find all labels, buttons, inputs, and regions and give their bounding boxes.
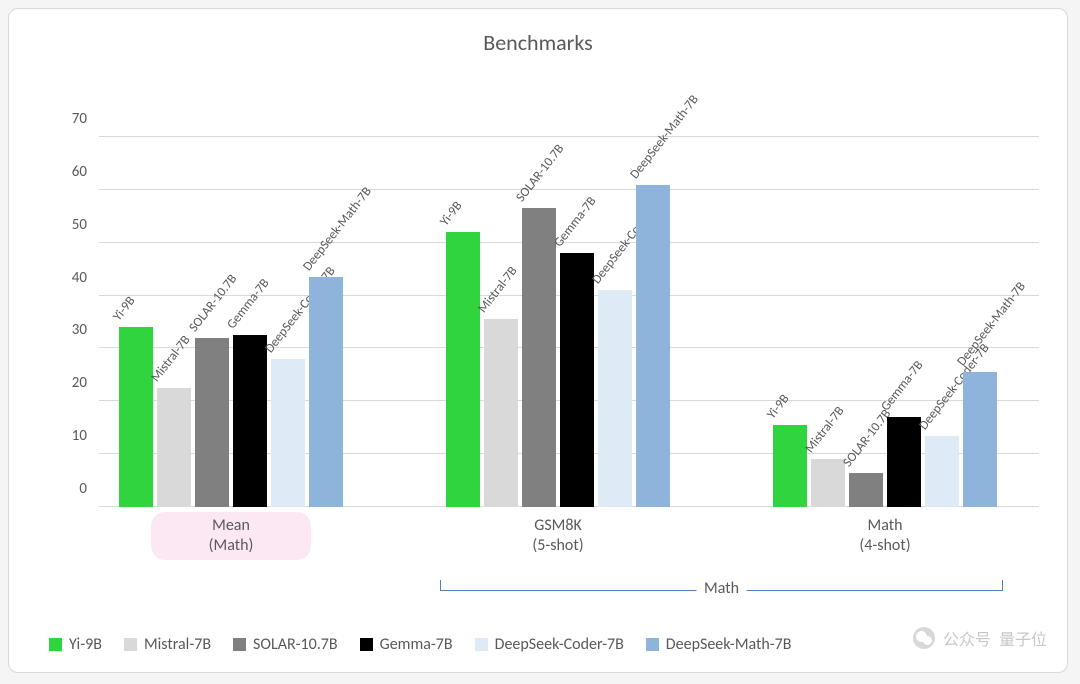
y-tick-label: 40	[72, 269, 87, 287]
category-label: Math(4-shot)	[795, 516, 975, 556]
watermark-prefix: 公众号	[943, 626, 991, 650]
bar	[522, 208, 556, 507]
bracket-label: Math	[696, 579, 747, 598]
bar-label: Gemma-7B	[551, 194, 599, 250]
bar-label: SOLAR-10.7B	[513, 142, 567, 205]
bar-label: Gemma-7B	[878, 358, 926, 414]
chart-card: Benchmarks 0 10 20 30 40 50 60 70 Yi-9B Mistral-7…	[8, 8, 1068, 673]
legend-label: Mistral-7B	[144, 635, 211, 654]
legend-item: SOLAR-10.7B	[233, 635, 338, 654]
category-axis: Mean(Math) GSM8K(5-shot) Math(4-shot)	[99, 510, 1039, 570]
bar	[233, 335, 267, 507]
legend: Yi-9B Mistral-7B SOLAR-10.7B Gemma-7B DeepSe…	[49, 635, 1027, 654]
chart-title: Benchmarks	[9, 29, 1067, 56]
watermark: 公众号 量子位	[913, 626, 1047, 650]
bar	[887, 417, 921, 507]
legend-label: Gemma-7B	[380, 635, 453, 654]
bar	[446, 232, 480, 507]
bar	[560, 253, 594, 507]
legend-swatch	[360, 638, 373, 651]
bar-label: Yi-9B	[437, 199, 465, 229]
bar-label: Mistral-7B	[475, 264, 520, 316]
bar-group: Yi-9BMistral-7BSOLAR-10.7BGemma-7BDeepSe…	[119, 137, 343, 507]
bar-group: Yi-9BMistral-7BSOLAR-10.7BGemma-7BDeepSe…	[446, 137, 670, 507]
bar-group: Yi-9BMistral-7BSOLAR-10.7BGemma-7BDeepSe…	[773, 137, 997, 507]
bar-label: Yi-9B	[110, 294, 138, 324]
legend-label: DeepSeek-Coder-7B	[495, 635, 624, 654]
bar	[811, 459, 845, 507]
legend-swatch	[49, 638, 62, 651]
bar	[925, 436, 959, 507]
bar	[484, 319, 518, 507]
y-tick-label: 20	[72, 374, 87, 392]
bar	[963, 372, 997, 507]
category-label: Mean(Math)	[141, 516, 321, 556]
bar	[773, 425, 807, 507]
legend-label: SOLAR-10.7B	[253, 635, 338, 654]
bar	[309, 277, 343, 507]
legend-label: DeepSeek-Math-7B	[666, 635, 792, 654]
bar	[271, 359, 305, 507]
bar	[195, 338, 229, 507]
bar-label: DeepSeek-Math-7B	[954, 280, 1029, 370]
bar	[636, 185, 670, 507]
bar	[598, 290, 632, 507]
watermark-name: 量子位	[999, 626, 1047, 650]
bar	[157, 388, 191, 507]
y-tick-label: 0	[79, 480, 87, 498]
legend-item: DeepSeek-Math-7B	[646, 635, 792, 654]
y-tick-label: 60	[72, 163, 87, 181]
legend-swatch	[233, 638, 246, 651]
bar-label: Mistral-7B	[802, 404, 847, 456]
legend-label: Yi-9B	[69, 635, 102, 654]
bar	[849, 473, 883, 507]
legend-swatch	[646, 638, 659, 651]
bar-label: DeepSeek-Math-7B	[300, 184, 375, 274]
group-bracket: Math	[99, 572, 1039, 612]
legend-item: DeepSeek-Coder-7B	[475, 635, 624, 654]
y-tick-label: 70	[72, 110, 87, 128]
wechat-icon	[913, 627, 935, 649]
legend-swatch	[475, 638, 488, 651]
y-tick-label: 10	[72, 427, 87, 445]
bar-label: Yi-9B	[764, 392, 792, 422]
y-tick-label: 30	[72, 321, 87, 339]
legend-swatch	[124, 638, 137, 651]
legend-item: Gemma-7B	[360, 635, 453, 654]
bar-label: Mistral-7B	[148, 333, 193, 385]
legend-item: Yi-9B	[49, 635, 102, 654]
legend-item: Mistral-7B	[124, 635, 211, 654]
bar	[119, 327, 153, 507]
category-label: GSM8K(5-shot)	[468, 516, 648, 556]
y-tick-label: 50	[72, 216, 87, 234]
plot-area: 010203040506070Yi-9BMistral-7BSOLAR-10.7…	[99, 137, 1039, 507]
